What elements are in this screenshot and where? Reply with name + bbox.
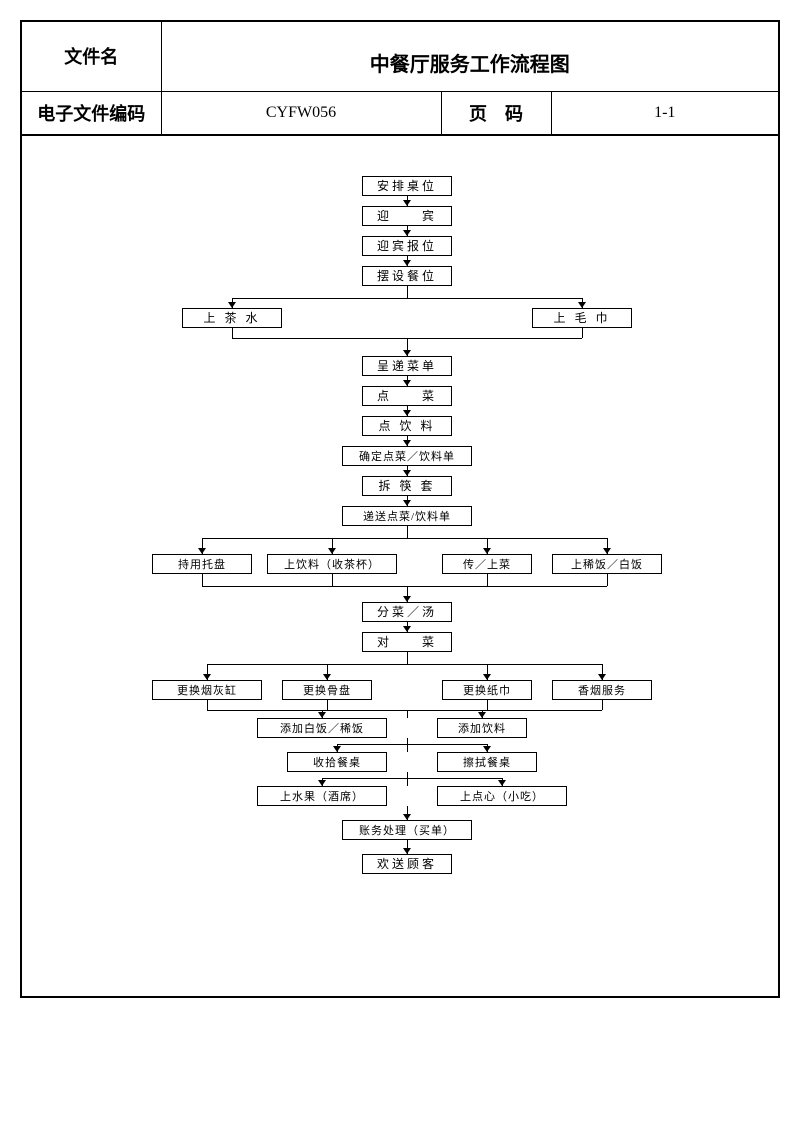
flow-node-n15b: 更换骨盘 [282, 680, 372, 700]
flow-node-n12c: 传／上菜 [442, 554, 532, 574]
connector-line [602, 700, 603, 710]
connector-line [487, 574, 488, 586]
connector-line [407, 710, 408, 718]
flow-node-n7: 点 菜 [362, 386, 452, 406]
connector-line [232, 298, 582, 299]
flow-node-n8: 点 饮 料 [362, 416, 452, 436]
connector-line [607, 574, 608, 586]
connector-line [322, 778, 502, 779]
connector-line [207, 664, 602, 665]
code-label: 电子文件编码 [21, 91, 161, 135]
connector-line [407, 526, 408, 538]
connector-line [407, 738, 408, 752]
flow-node-n12b: 上饮料（收茶杯） [267, 554, 397, 574]
flow-node-n16r: 添加饮料 [437, 718, 527, 738]
flow-node-n3: 迎宾报位 [362, 236, 452, 256]
flow-node-n15d: 香烟服务 [552, 680, 652, 700]
flow-node-n13: 分菜／汤 [362, 602, 452, 622]
flow-node-n12a: 持用托盘 [152, 554, 252, 574]
connector-line [337, 744, 487, 745]
connector-line [327, 700, 328, 710]
flow-node-n4: 摆设餐位 [362, 266, 452, 286]
flow-node-n12d: 上稀饭／白饭 [552, 554, 662, 574]
document-title: 中餐厅服务工作流程图 [161, 21, 779, 91]
flow-node-n2: 迎 宾 [362, 206, 452, 226]
flowchart: 安排桌位迎 宾迎宾报位摆设餐位上 茶 水 上 毛 巾呈递菜单点 菜点 饮 料确定点… [42, 176, 758, 936]
flow-node-n11: 递送点菜/饮料单 [342, 506, 472, 526]
page-value: 1-1 [551, 91, 779, 135]
connector-line [407, 286, 408, 298]
flow-node-n5r: 上 毛 巾 [532, 308, 632, 328]
connector-line [407, 772, 408, 786]
flow-node-n16l: 添加白饭／稀饭 [257, 718, 387, 738]
connector-line [332, 574, 333, 586]
flow-node-n9: 确定点菜／饮料单 [342, 446, 472, 466]
flow-node-n19: 账务处理（买单） [342, 820, 472, 840]
connector-line [207, 700, 208, 710]
flow-node-n14: 对 菜 [362, 632, 452, 652]
flow-node-n20: 欢送顾客 [362, 854, 452, 874]
connector-line [407, 652, 408, 664]
flow-node-n10: 拆 筷 套 [362, 476, 452, 496]
flow-node-n1: 安排桌位 [362, 176, 452, 196]
flow-node-n17l: 收拾餐桌 [287, 752, 387, 772]
code-value: CYFW056 [161, 91, 441, 135]
file-label: 文件名 [21, 21, 161, 91]
connector-line [202, 574, 203, 586]
connector-line [582, 328, 583, 338]
flow-node-n5l: 上 茶 水 [182, 308, 282, 328]
connector-line [232, 328, 233, 338]
flow-node-n18l: 上水果（酒席） [257, 786, 387, 806]
flow-node-n17r: 擦拭餐桌 [437, 752, 537, 772]
connector-line [202, 586, 607, 587]
header-table: 文件名 中餐厅服务工作流程图 电子文件编码 CYFW056 页 码 1-1 [20, 20, 780, 136]
connector-line [202, 538, 607, 539]
flow-node-n15a: 更换烟灰缸 [152, 680, 262, 700]
flow-node-n18r: 上点心（小吃） [437, 786, 567, 806]
flow-node-n6: 呈递菜单 [362, 356, 452, 376]
connector-line [322, 710, 482, 711]
flow-node-n15c: 更换纸巾 [442, 680, 532, 700]
connector-line [487, 700, 488, 710]
page-label: 页 码 [441, 91, 551, 135]
content-area: 安排桌位迎 宾迎宾报位摆设餐位上 茶 水 上 毛 巾呈递菜单点 菜点 饮 料确定点… [20, 136, 780, 998]
